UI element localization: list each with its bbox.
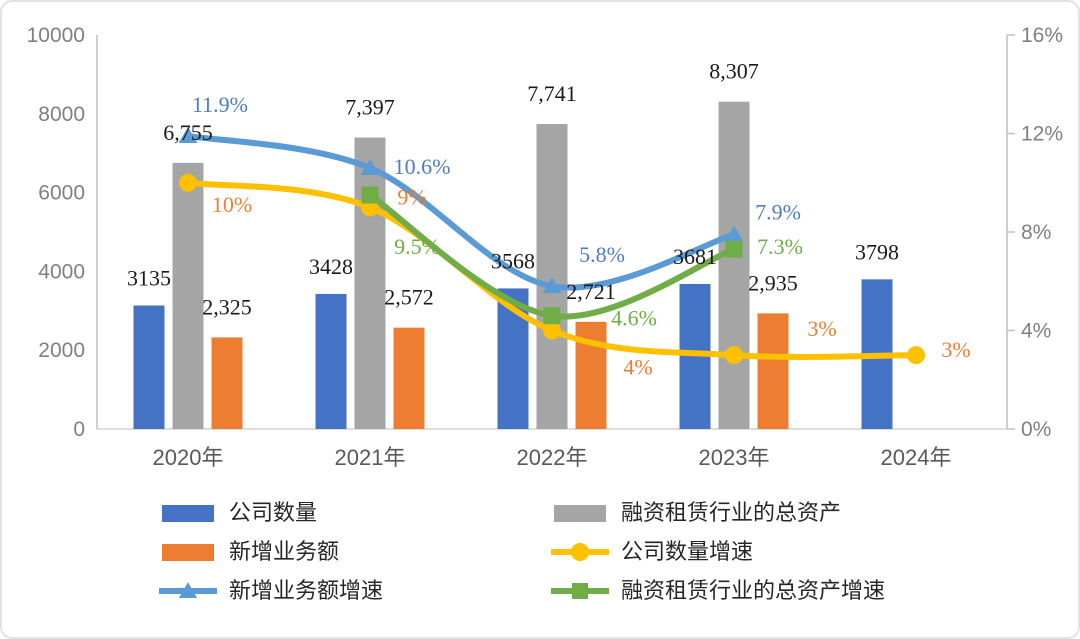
legend-label-industry-total-assets: 融资租赁行业的总资产 bbox=[621, 499, 842, 525]
legend-item-new-business: 新增业务额 bbox=[159, 538, 551, 565]
chart-legend: 公司数量 融资租赁行业的总资产 新增业务额 公司数量增速 bbox=[159, 499, 885, 604]
marker-circle-icon bbox=[725, 346, 743, 365]
bar-value-label: 2,721 bbox=[566, 279, 616, 304]
left-axis-tick-label: 2000 bbox=[38, 339, 85, 362]
bar-value-label: 3798 bbox=[855, 239, 899, 264]
line-series1 bbox=[185, 132, 737, 291]
line-circle-swatch-icon bbox=[551, 542, 609, 561]
marker-square-icon bbox=[543, 307, 561, 325]
line-value-label: 9.5% bbox=[394, 234, 440, 259]
bar-series1-cat0 bbox=[172, 162, 204, 429]
legend-item-company-count-growth: 公司数量增速 bbox=[551, 538, 885, 565]
left-axis-tick-label: 10000 bbox=[27, 24, 85, 47]
bar-series1-cat3 bbox=[718, 101, 750, 430]
x-axis-label: 2021年 bbox=[335, 445, 406, 470]
right-axis-tick-label: 8% bbox=[1021, 221, 1051, 244]
bar-series2-cat0 bbox=[211, 337, 243, 429]
line-value-label: 4.6% bbox=[611, 306, 657, 331]
right-axis-tick-label: 0% bbox=[1021, 418, 1051, 441]
legend-label-company-count: 公司数量 bbox=[229, 499, 318, 525]
line-value-label: 7.9% bbox=[755, 199, 801, 224]
bar-swatch-icon bbox=[554, 504, 606, 522]
line-value-label: 7.3% bbox=[757, 234, 803, 259]
line-value-label: 10% bbox=[212, 192, 252, 217]
bar-value-label: 3681 bbox=[673, 244, 717, 269]
right-axis-tick-label: 4% bbox=[1021, 320, 1051, 343]
bar-series0-cat0 bbox=[133, 305, 165, 429]
bar-value-label: 3568 bbox=[491, 248, 535, 273]
line-value-label: 5.8% bbox=[579, 242, 625, 267]
bar-value-label: 2,572 bbox=[384, 285, 434, 310]
legend-label-total-assets-growth: 融资租赁行业的总资产增速 bbox=[621, 577, 886, 603]
line-triangle-swatch-icon bbox=[159, 581, 217, 598]
legend-item-new-business-growth: 新增业务额增速 bbox=[159, 577, 551, 604]
bar-series2-cat3 bbox=[757, 313, 789, 429]
marker-triangle-icon bbox=[360, 158, 380, 175]
marker-triangle-icon bbox=[724, 225, 744, 242]
legend-label-company-count-growth: 公司数量增速 bbox=[621, 538, 754, 564]
line-square-swatch-icon bbox=[551, 582, 609, 599]
bar-series2-cat1 bbox=[393, 327, 425, 429]
bar-value-label: 7,741 bbox=[527, 81, 577, 106]
line-value-label: 11.9% bbox=[192, 92, 248, 117]
bar-swatch-icon bbox=[162, 504, 214, 522]
marker-square-icon bbox=[361, 186, 379, 204]
line-value-label: 4% bbox=[623, 355, 652, 380]
bar-value-label: 6,755 bbox=[163, 120, 213, 145]
bar-value-label: 3135 bbox=[127, 265, 171, 290]
marker-triangle-icon bbox=[542, 277, 562, 294]
line-value-label: 10.6% bbox=[394, 154, 451, 179]
marker-triangle-icon bbox=[178, 126, 198, 143]
combo-chart: 0 2000 4000 6000 8000 10000 0% 4% 8% 12% 16% 2020年 2… bbox=[27, 24, 1063, 470]
legend-item-company-count: 公司数量 bbox=[159, 499, 551, 526]
line-value-label: 9% bbox=[397, 184, 426, 209]
legend-label-new-business: 新增业务额 bbox=[229, 538, 340, 564]
bar-series1-cat1 bbox=[354, 137, 386, 429]
bar-value-label: 8,307 bbox=[709, 59, 759, 84]
x-axis-label: 2024年 bbox=[881, 445, 952, 470]
bar-series0-cat1 bbox=[315, 293, 347, 429]
x-axis-label: 2022年 bbox=[517, 445, 588, 470]
bar-value-label: 2,935 bbox=[748, 270, 798, 295]
bar-swatch-icon bbox=[162, 543, 214, 561]
legend-item-total-assets-growth: 融资租赁行业的总资产增速 bbox=[551, 577, 885, 604]
line-value-label: 3% bbox=[941, 337, 970, 362]
line-value-label: 3% bbox=[807, 316, 836, 341]
legend-label-new-business-growth: 新增业务额增速 bbox=[229, 577, 384, 603]
left-axis-tick-label: 8000 bbox=[38, 103, 85, 126]
bar-value-label: 3428 bbox=[309, 254, 353, 279]
marker-circle-icon bbox=[907, 346, 925, 365]
left-axis-tick-label: 6000 bbox=[38, 182, 85, 205]
x-axis-label: 2020年 bbox=[153, 445, 224, 470]
right-axis-tick-label: 16% bbox=[1021, 24, 1063, 47]
legend-item-industry-total-assets: 融资租赁行业的总资产 bbox=[551, 499, 885, 526]
bar-value-label: 7,397 bbox=[345, 95, 395, 120]
left-axis-tick-label: 4000 bbox=[38, 260, 85, 283]
marker-circle-icon bbox=[543, 321, 561, 340]
bar-series1-cat2 bbox=[536, 124, 568, 429]
x-axis-label: 2023年 bbox=[699, 445, 770, 470]
bar-value-label: 2,325 bbox=[202, 294, 252, 319]
marker-circle-icon bbox=[179, 173, 197, 192]
marker-square-icon bbox=[725, 240, 743, 258]
right-axis-tick-label: 12% bbox=[1021, 123, 1063, 146]
left-axis-tick-label: 0 bbox=[73, 418, 85, 441]
